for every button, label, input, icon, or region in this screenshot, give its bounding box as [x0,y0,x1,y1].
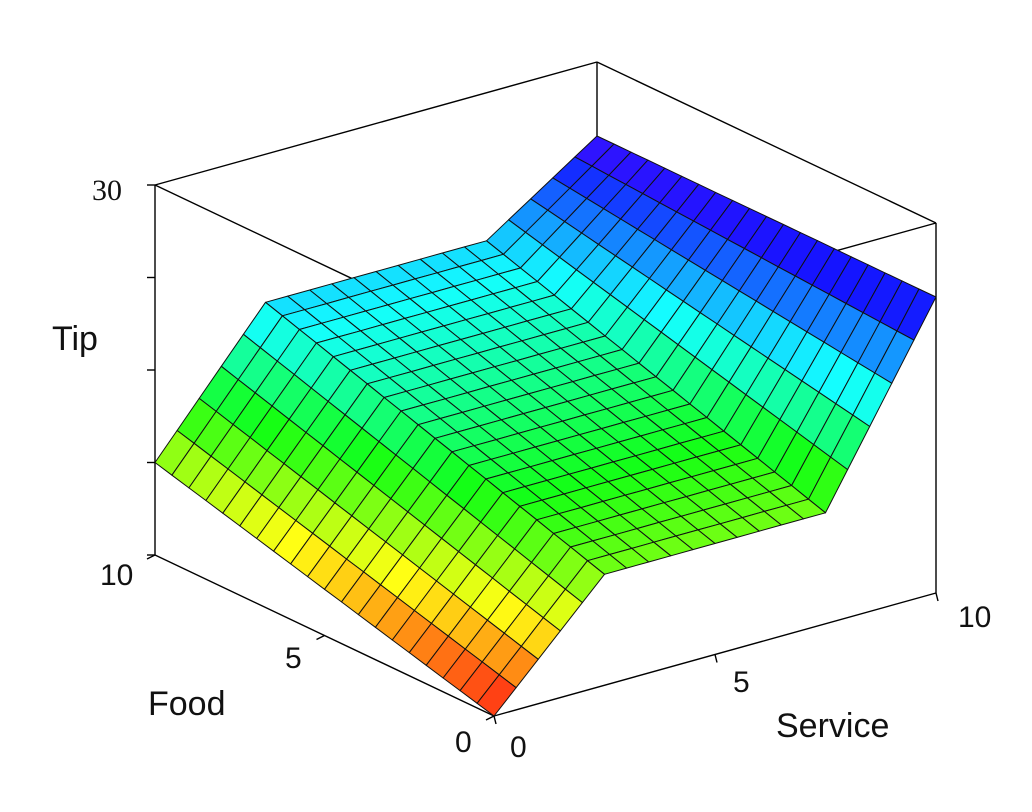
x-tick-mark [714,654,718,663]
box-edge-back-top [154,61,598,186]
y-tick-mark [485,715,495,721]
axis-ticks [146,184,939,725]
z-tick-label-top: 30 [92,174,122,207]
y-tick-mark [146,554,156,560]
y-axis-label: Food [148,685,226,723]
z-tick-label-bottom: 10 [100,559,133,592]
x-tick-mark [493,715,497,725]
y-tick-mark [316,634,325,641]
x-tick-label-5: 5 [733,666,750,699]
x-tick-mark [935,592,939,602]
z-axis-label: Tip [52,320,98,358]
x-tick-label-0: 0 [510,731,527,764]
box-edge-right-top [596,61,937,224]
x-axis-label: Service [776,707,889,745]
y-tick-label-0: 0 [455,726,472,759]
surface-cell [476,674,517,717]
y-tick-label-5: 5 [285,642,302,675]
surface-mesh [154,135,937,717]
x-tick-label-10: 10 [958,601,991,634]
